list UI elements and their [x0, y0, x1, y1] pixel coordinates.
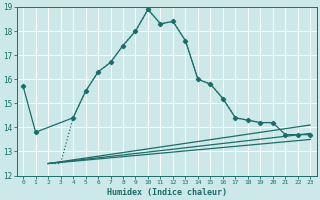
X-axis label: Humidex (Indice chaleur): Humidex (Indice chaleur) [107, 188, 227, 197]
